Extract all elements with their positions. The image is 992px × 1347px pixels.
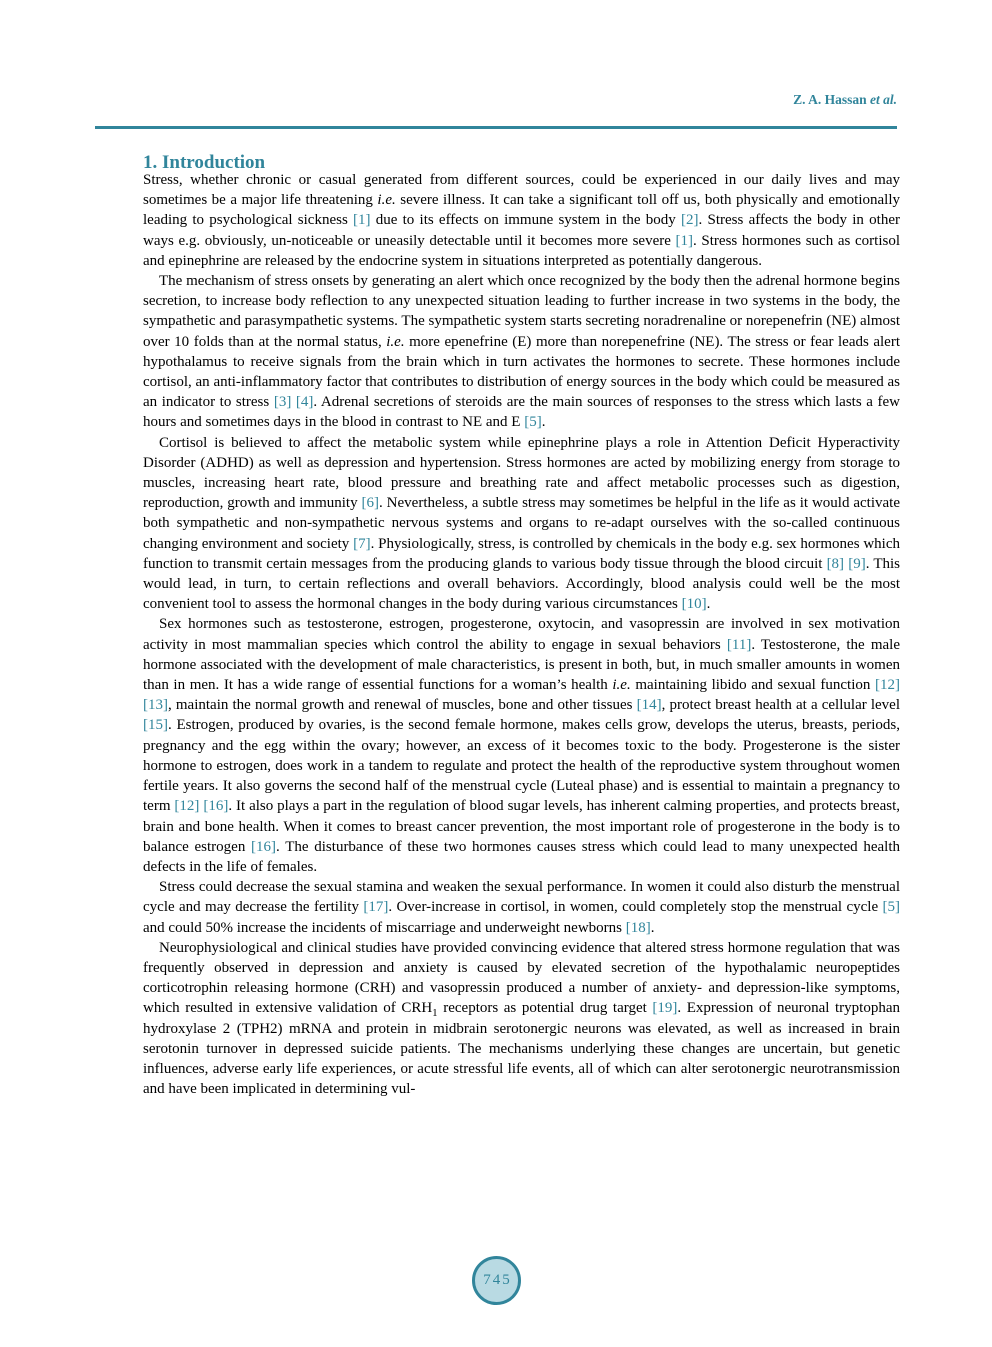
italic-text: i.e. [386,333,405,350]
text-run: , protect breast health at a cellular le… [661,697,900,714]
paragraph: Sex hormones such as testosterone, estro… [143,614,900,877]
text-run: Neurophysiological and clinical studies … [143,939,900,1017]
page-number-badge: 745 [472,1256,521,1305]
citation-link[interactable]: [4] [295,394,314,411]
citation-link[interactable]: [17] [363,899,389,916]
citation-link[interactable]: [18] [625,919,651,936]
paragraph: Stress, whether chronic or casual genera… [143,170,900,271]
text-run: . Expression of neuronal tryptophan hydr… [143,1000,900,1098]
text-run: due to its effects on immune system in t… [370,212,682,229]
text-run: . Testosterone, the male hormone associa… [143,636,900,694]
running-head-etal: et al. [870,92,897,107]
article-body: Stress, whether chronic or casual genera… [143,170,900,1099]
text-run: receptors as potential drug target [437,1000,653,1017]
citation-link[interactable]: [2] [681,212,699,229]
paragraph: The mechanism of stress onsets by genera… [143,271,900,433]
section-title: 1. Introduction [143,151,266,173]
citation-link[interactable]: [11] [726,636,752,653]
text-run: . Stress hormones such as cortisol and e… [143,232,900,269]
text-run: . Nevertheless, a subtle stress may some… [143,495,900,552]
text-run: , maintain the normal growth and renewal… [168,697,637,714]
citation-link[interactable]: [7] [353,535,371,552]
running-head: Z. A. Hassan et al. [95,92,897,108]
citation-link[interactable]: [1] [675,232,694,249]
text-run: maintaining libido and sexual function [630,677,875,694]
citation-link[interactable]: [19] [652,1000,678,1017]
text-run: The mechanism of stress onsets by genera… [143,273,900,350]
citation-link[interactable]: [13] [143,697,168,714]
header-rule-divider [95,126,897,129]
text-run: . Stress affects the body in other ways … [143,212,900,249]
text-run: severe illness. It can take a significan… [143,192,900,229]
citation-link[interactable]: [14] [636,697,662,714]
text-run: Sex hormones such as testosterone, estro… [143,616,900,653]
citation-link[interactable]: [12] [174,798,200,815]
citation-link[interactable]: [9] [848,555,866,572]
text-run: . This would lead, in turn, to certain r… [143,555,900,613]
subscript-text: 1 [432,1007,438,1020]
paragraph: Stress could decrease the sexual stamina… [143,877,900,938]
running-head-author: Z. A. Hassan [793,92,870,107]
citation-link[interactable]: [10] [681,596,707,613]
text-run: . Estrogen, produced by ovaries, is the … [143,717,900,815]
text-run: . [706,596,711,613]
text-run: . Adrenal secretions of steroids are the… [143,394,901,431]
text-run: Stress, whether chronic or casual genera… [143,172,900,209]
italic-text: i.e. [377,192,396,209]
text-run: Stress could decrease the sexual stamina… [143,879,900,916]
text-run: . [650,919,655,936]
paragraph: Neurophysiological and clinical studies … [143,938,900,1100]
paragraph: Cortisol is believed to affect the metab… [143,433,900,615]
citation-link[interactable]: [5] [882,899,901,916]
text-run: and could 50% increase the incidents of … [143,919,626,936]
citation-link[interactable]: [15] [143,717,168,734]
citation-link[interactable]: [8] [826,555,845,572]
text-run: Cortisol is believed to affect the metab… [143,434,900,512]
citation-link[interactable]: [16] [203,798,229,815]
citation-link[interactable]: [1] [353,212,371,229]
citation-link[interactable]: [5] [524,414,542,431]
text-run: . Physiologically, stress, is controlled… [143,535,900,572]
text-run: . The disturbance of these two hormones … [143,838,900,875]
citation-link[interactable]: [16] [251,838,277,855]
italic-text: i.e. [612,677,631,694]
citation-link[interactable]: [3] [273,394,292,411]
text-run: more epenefrine (E) more than norepenefr… [143,333,900,411]
text-run: . Over-increase in cortisol, in women, c… [388,899,883,916]
text-run: . [541,414,546,431]
page-number: 745 [483,1272,512,1288]
citation-link[interactable]: [6] [361,495,380,512]
citation-link[interactable]: [12] [874,677,900,694]
text-run: . It also plays a part in the regulation… [143,798,900,855]
